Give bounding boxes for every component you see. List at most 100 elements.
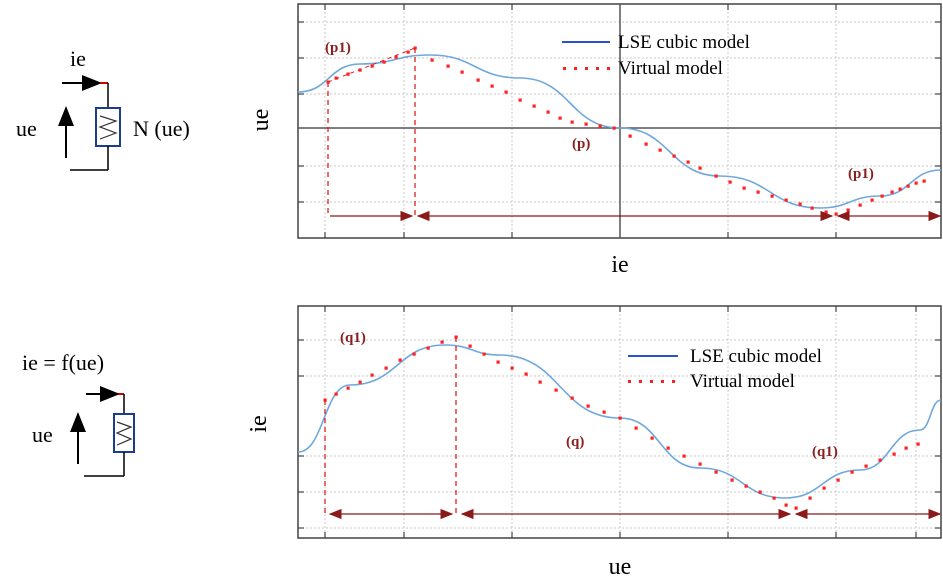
- virtual-model-point: [382, 60, 386, 64]
- virtual-model-point: [898, 187, 902, 191]
- bottom-annotation-center: (q): [566, 434, 584, 450]
- virtual-model-point: [794, 506, 798, 510]
- top-element-symbol: ie ue N (ue): [16, 46, 190, 171]
- virtual-model-point: [496, 360, 500, 364]
- virtual-model-point: [412, 352, 416, 356]
- virtual-model-point: [824, 210, 828, 214]
- virtual-model-point: [784, 503, 788, 507]
- virtual-model-point: [916, 442, 920, 446]
- virtual-model-point: [476, 78, 480, 82]
- virtual-model-point: [570, 396, 574, 400]
- virtual-model-point: [698, 166, 702, 170]
- virtual-model-point: [546, 110, 550, 114]
- bottom-symbol-equation: ie = f(ue): [22, 350, 104, 375]
- top-symbol-element-label: N (ue): [133, 116, 190, 141]
- legend-dots-swatch: [628, 380, 675, 383]
- virtual-model-point: [628, 134, 632, 138]
- bottom-x-axis-label: ue: [609, 554, 632, 580]
- bottom-annotation-left: (q1): [340, 330, 366, 346]
- virtual-model-point: [554, 388, 558, 392]
- virtual-model-point: [394, 55, 398, 59]
- virtual-model-point: [370, 373, 374, 377]
- virtual-model-point: [714, 174, 718, 178]
- virtual-model-point: [558, 116, 562, 120]
- virtual-model-point: [598, 124, 602, 128]
- top-legend-cubic: LSE cubic model: [618, 32, 750, 53]
- virtual-model-point: [384, 366, 388, 370]
- virtual-model-point: [864, 464, 868, 468]
- virtual-model-point: [784, 198, 788, 202]
- virtual-model-point: [524, 372, 528, 376]
- virtual-model-point: [730, 478, 734, 482]
- virtual-model-point: [440, 340, 444, 344]
- bottom-legend-cubic: LSE cubic model: [690, 346, 822, 367]
- top-x-axis-label: ie: [611, 252, 628, 278]
- bottom-lse-cubic-curve: [297, 344, 942, 499]
- top-annotation-left: (p1): [325, 40, 351, 56]
- virtual-model-point: [358, 68, 362, 72]
- virtual-model-point: [618, 416, 622, 420]
- bottom-element-symbol: ie = f(ue) ue: [22, 350, 135, 477]
- virtual-model-point: [358, 380, 362, 384]
- top-plot: (p1) (p) (p1) LSE cubic model Virtual mo…: [248, 3, 942, 278]
- virtual-model-point: [836, 478, 840, 482]
- virtual-model-point: [504, 90, 508, 94]
- virtual-model-point: [666, 446, 670, 450]
- virtual-model-point: [518, 98, 522, 102]
- top-legend-virtual: Virtual model: [618, 58, 723, 79]
- virtual-model-point: [482, 352, 486, 356]
- virtual-model-point: [744, 484, 748, 488]
- virtual-model-point: [468, 344, 472, 348]
- top-lse-cubic-curve: [297, 54, 942, 209]
- virtual-model-point: [346, 386, 350, 390]
- virtual-model-point: [334, 392, 338, 396]
- virtual-model-point: [890, 190, 894, 194]
- virtual-model-point: [650, 436, 654, 440]
- virtual-model-point: [426, 346, 430, 350]
- legend-dots-swatch: [563, 67, 610, 70]
- virtual-model-point: [686, 160, 690, 164]
- virtual-model-point: [602, 410, 606, 414]
- virtual-model-point: [698, 462, 702, 466]
- virtual-model-point: [446, 64, 450, 68]
- virtual-model-point: [370, 64, 374, 68]
- virtual-model-point: [398, 358, 402, 362]
- virtual-model-point: [880, 194, 884, 198]
- bottom-legend-virtual: Virtual model: [690, 371, 795, 392]
- top-annotation-center: (p): [572, 136, 590, 152]
- top-annotation-right: (p1): [848, 166, 874, 182]
- bottom-annotation-right: (q1): [812, 444, 838, 460]
- virtual-model-point: [714, 470, 718, 474]
- virtual-model-point: [772, 496, 776, 500]
- virtual-model-point: [858, 203, 862, 207]
- bottom-symbol-voltage-label: ue: [32, 422, 53, 447]
- bottom-y-axis-label: ie: [246, 415, 272, 432]
- virtual-model-point: [430, 58, 434, 62]
- virtual-model-point: [846, 208, 850, 212]
- virtual-model-point: [728, 180, 732, 184]
- virtual-model-point: [682, 454, 686, 458]
- top-symbol-current-label: ie: [70, 46, 86, 71]
- top-symbol-voltage-label: ue: [16, 116, 37, 141]
- virtual-model-point: [644, 142, 648, 146]
- virtual-model-point: [672, 154, 676, 158]
- virtual-model-point: [756, 190, 760, 194]
- virtual-model-point: [334, 76, 338, 80]
- virtual-model-point: [906, 184, 910, 188]
- virtual-model-point: [758, 490, 762, 494]
- virtual-model-point: [922, 179, 926, 183]
- virtual-model-point: [612, 126, 616, 130]
- virtual-model-point: [346, 72, 350, 76]
- virtual-model-point: [870, 198, 874, 202]
- virtual-model-point: [584, 122, 588, 126]
- virtual-model-point: [634, 426, 638, 430]
- virtual-model-point: [406, 50, 410, 54]
- virtual-model-point: [570, 120, 574, 124]
- virtual-model-point: [770, 194, 774, 198]
- virtual-model-point: [808, 496, 812, 500]
- virtual-model-point: [658, 148, 662, 152]
- virtual-model-point: [892, 452, 896, 456]
- virtual-model-point: [586, 404, 590, 408]
- virtual-model-point: [834, 212, 838, 216]
